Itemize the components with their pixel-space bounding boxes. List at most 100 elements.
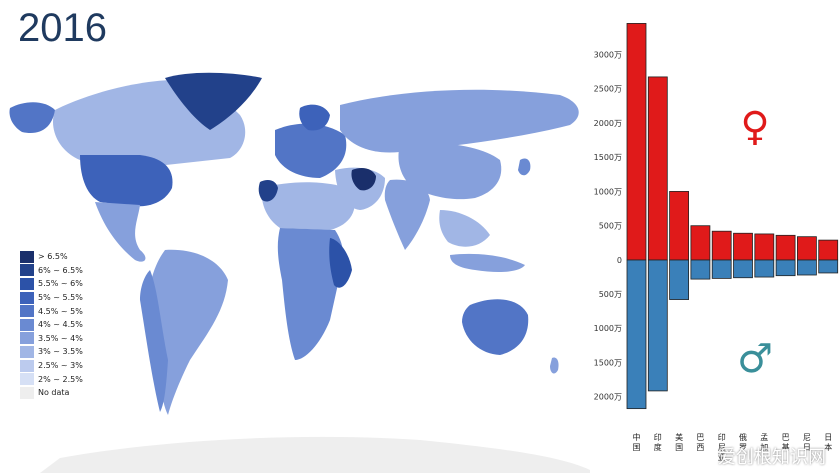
y-tick-label: 2000万 — [594, 119, 622, 128]
legend-label: 6% ~ 6.5% — [38, 265, 83, 275]
bar-female — [626, 23, 647, 261]
legend-swatch — [20, 264, 34, 277]
region-morocco — [258, 180, 278, 202]
x-tick-label-char: 亚 — [718, 453, 726, 462]
bar-male — [690, 259, 711, 280]
bar-female — [818, 239, 839, 261]
region-usa — [80, 155, 173, 207]
legend-label: 2.5% ~ 3% — [38, 361, 83, 371]
x-tick-label-char: 美 — [675, 432, 683, 442]
y-tick-label: 500万 — [599, 222, 622, 231]
x-tick-label-char: 中 — [633, 432, 641, 442]
x-tick-label-char: 国 — [675, 443, 683, 452]
legend-label: 4% ~ 4.5% — [38, 320, 83, 330]
legend-label: No data — [38, 388, 70, 398]
region-china — [398, 143, 502, 200]
bar-male — [711, 259, 732, 279]
x-tick-label-char: 加 — [760, 442, 768, 452]
x-tick-label-char: 巴 — [782, 433, 790, 442]
y-tick-label: 1500万 — [594, 153, 622, 162]
bar-female — [690, 225, 711, 261]
legend-label: 2% ~ 2.5% — [38, 374, 83, 384]
bar-female — [733, 232, 753, 261]
bar-female — [754, 233, 775, 261]
legend-item: > 6.5% — [20, 250, 83, 264]
bar-female — [775, 234, 796, 261]
region-east-africa — [329, 238, 352, 288]
x-tick-label-char: 基 — [782, 442, 790, 452]
watermark: 爱创根知识网 — [718, 447, 826, 468]
bar-male — [669, 259, 689, 300]
y-tick-label: 2500万 — [594, 85, 622, 94]
x-tick-label-char: 国 — [633, 443, 641, 452]
region-greenland — [165, 72, 262, 130]
region-central-africa — [277, 228, 344, 360]
region-brazil — [148, 249, 228, 415]
bar-female — [669, 191, 689, 261]
x-tick-label-char: 日 — [803, 443, 811, 452]
legend-item: 4% ~ 4.5% — [20, 318, 83, 332]
map-legend: > 6.5% 6% ~ 6.5% 5.5% ~ 6% 5% ~ 5.5% 4.5% ~ … — [20, 250, 83, 400]
legend-swatch — [20, 359, 34, 372]
region-alaska — [9, 102, 55, 134]
legend-label: 5.5% ~ 6% — [38, 279, 83, 289]
legend-swatch — [20, 373, 34, 386]
bar-male — [647, 259, 668, 392]
region-japan — [518, 158, 531, 176]
y-tick-label: 3000万 — [594, 50, 622, 59]
legend-label: 3.5% ~ 4% — [38, 333, 83, 343]
bar-male — [626, 259, 647, 410]
bar-male — [796, 259, 817, 276]
bar-female — [711, 230, 732, 261]
legend-item: 6% ~ 6.5% — [20, 264, 83, 278]
bar-male — [818, 259, 839, 274]
legend-item: 3% ~ 3.5% — [20, 345, 83, 359]
region-new-zealand — [550, 357, 559, 374]
y-tick-label: 0 — [617, 256, 622, 265]
region-andes — [140, 270, 168, 412]
y-tick-label: 1500万 — [594, 358, 622, 367]
bar-female — [796, 236, 817, 261]
region-mexico — [95, 202, 146, 262]
x-tick-label-char: 本 — [824, 442, 832, 452]
bar-male — [733, 259, 753, 279]
x-tick-label-char: 印 — [654, 433, 662, 442]
legend-item: No data — [20, 386, 83, 400]
world-choropleth-map — [9, 72, 590, 473]
legend-swatch — [20, 332, 34, 345]
legend-label: 3% ~ 3.5% — [38, 347, 83, 357]
region-indonesia — [450, 253, 525, 273]
year-title: 2016 — [18, 6, 107, 50]
region-india — [384, 179, 430, 250]
x-tick-label-char: 度 — [654, 442, 662, 452]
x-tick-label-char: 巴 — [696, 433, 704, 442]
y-tick-label: 2000万 — [594, 392, 622, 401]
female-symbol: ♀ — [740, 104, 769, 150]
bar-male — [775, 259, 796, 277]
population-bar-chart: 3000万 2500万 2000万 1500万 1000万 500万 0 500万 1000万 1… — [594, 23, 839, 462]
y-tick-label: 500万 — [599, 290, 622, 299]
region-europe — [275, 123, 347, 178]
y-tick-label: 1000万 — [594, 187, 622, 196]
legend-swatch — [20, 277, 34, 290]
x-tick-label-char: 尼 — [718, 443, 726, 452]
x-tick-label-char: 日 — [824, 433, 832, 442]
legend-item: 5.5% ~ 6% — [20, 277, 83, 291]
legend-item: 2% ~ 2.5% — [20, 372, 83, 386]
legend-item: 3.5% ~ 4% — [20, 332, 83, 346]
legend-item: 4.5% ~ 5% — [20, 304, 83, 318]
region-iran — [351, 168, 376, 191]
x-tick-label-char: 罗 — [739, 443, 747, 452]
legend-swatch — [20, 305, 34, 318]
region-se-asia — [439, 210, 490, 247]
x-tick-label-char: 尼 — [803, 433, 811, 442]
legend-swatch — [20, 250, 34, 263]
legend-swatch — [20, 386, 34, 399]
region-australia — [462, 299, 529, 355]
region-russia — [340, 89, 579, 153]
region-north-africa — [261, 182, 355, 230]
legend-label: > 6.5% — [38, 252, 68, 262]
x-tick-label-char: 俄 — [739, 432, 747, 442]
legend-label: 5% ~ 5.5% — [38, 293, 83, 303]
legend-swatch — [20, 345, 34, 358]
